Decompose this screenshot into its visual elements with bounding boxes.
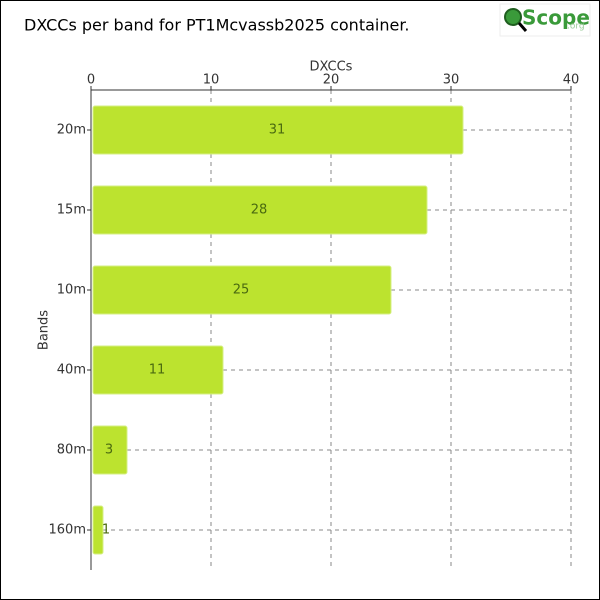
- y-tick-label: 80m: [57, 443, 86, 458]
- y-axis-label: Bands: [37, 310, 52, 350]
- logo-handle: [517, 22, 528, 32]
- y-tick-label: 20m: [57, 123, 86, 138]
- value-label: 25: [233, 283, 250, 298]
- value-label: 11: [149, 363, 166, 378]
- value-label: 28: [251, 203, 268, 218]
- chart-title: DXCCs per band for PT1Mcvassb2025 contai…: [24, 16, 410, 35]
- x-tick-label: 40: [563, 73, 580, 88]
- bar: [92, 265, 392, 315]
- y-tick-label: 160m: [49, 523, 86, 538]
- logo-name: Scope: [522, 6, 590, 30]
- x-tick-label: 10: [203, 73, 220, 88]
- bar: [92, 105, 464, 155]
- logo-suffix: .org: [567, 22, 585, 32]
- bar: [92, 425, 128, 475]
- bar: [92, 345, 224, 395]
- bar: [92, 185, 428, 235]
- y-tick-label: 40m: [57, 363, 86, 378]
- logo: Scope .org: [499, 3, 591, 37]
- x-tick-label: 30: [443, 73, 460, 88]
- logo-lens: [504, 8, 522, 26]
- bar: [92, 505, 104, 555]
- y-tick-label: 10m: [57, 283, 86, 298]
- x-axis-label: DXCCs: [310, 60, 353, 75]
- x-tick-label: 20: [323, 73, 340, 88]
- value-label: 1: [102, 523, 110, 538]
- y-tick-label: 15m: [57, 203, 86, 218]
- value-label: 3: [105, 443, 113, 458]
- x-tick-label: 0: [87, 73, 95, 88]
- value-label: 31: [269, 123, 286, 138]
